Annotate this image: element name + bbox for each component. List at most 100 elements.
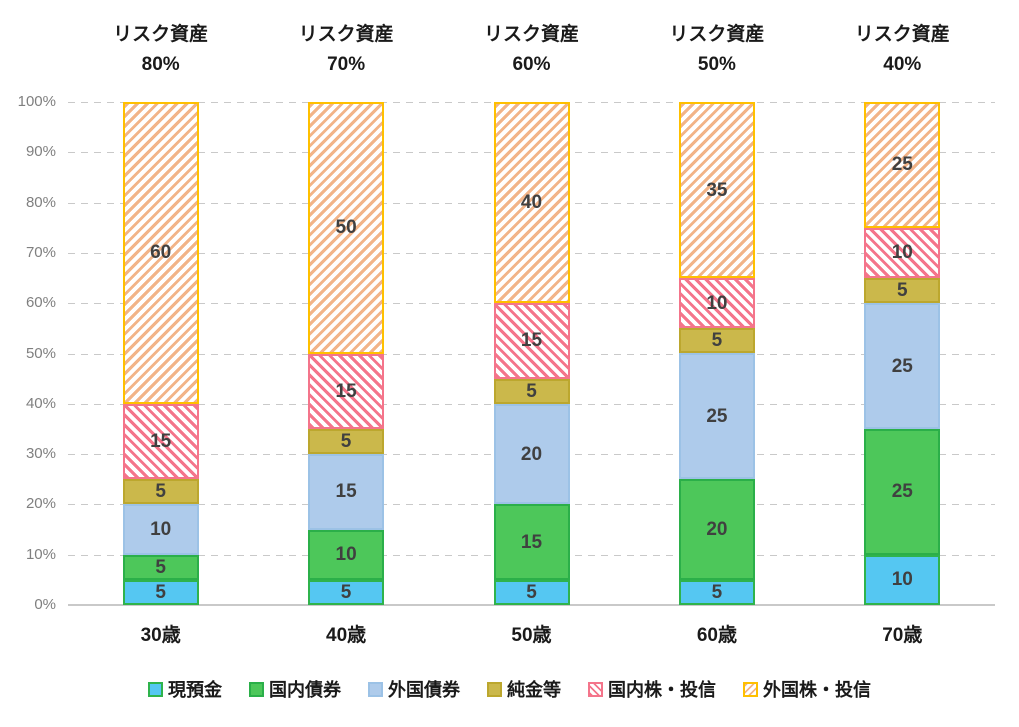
segment-外国株・投信: 35	[678, 102, 755, 279]
segment-value-label: 5	[155, 481, 166, 503]
legend-label: 現預金	[168, 680, 222, 700]
legend-swatch-icon	[588, 681, 603, 697]
segment-value-label: 35	[706, 179, 728, 201]
segment-value-label: 5	[526, 581, 537, 603]
legend-swatch-icon	[249, 681, 264, 697]
segment-国内債券: 25	[864, 428, 941, 555]
segment-現預金: 5	[493, 579, 570, 605]
x-tick-label-60歳: 60歳	[696, 625, 737, 646]
segment-value-label: 15	[335, 380, 357, 402]
legend-label: 純金等	[507, 680, 561, 700]
y-tick-label-100: 100%	[17, 93, 56, 110]
legend-label: 外国債券	[388, 680, 460, 700]
annotation-risk-asset-1: リスク資産 70%	[266, 20, 426, 80]
legend-label: 国内債券	[269, 680, 341, 700]
segment-value-label: 5	[711, 581, 723, 603]
segment-value-label: 5	[526, 380, 537, 402]
segment-純金等: 5	[864, 278, 941, 304]
annotation-risk-asset-3: リスク資産 50%	[637, 20, 797, 80]
segment-外国債券: 25	[678, 353, 755, 480]
legend-label: 外国株・投信	[763, 680, 871, 700]
segment-現預金: 10	[864, 554, 941, 605]
segment-外国債券: 20	[493, 403, 570, 505]
y-tick-label-30: 30%	[25, 445, 56, 463]
legend: 現預金 国内債券 外国債券 純金等 国内株・投信 外国株・投信	[0, 676, 1019, 702]
segment-value-label: 15	[520, 330, 543, 352]
annotation-line1: リスク資産	[298, 24, 394, 45]
segment-国内債券: 5	[122, 554, 199, 580]
segment-純金等: 5	[493, 378, 570, 404]
legend-swatch-icon	[148, 681, 163, 697]
y-tick-label-20: 20%	[25, 495, 56, 513]
segment-value-label: 15	[520, 531, 543, 553]
segment-外国株・投信: 60	[122, 102, 199, 404]
segment-value-label: 25	[891, 154, 913, 176]
segment-value-label: 40	[520, 192, 543, 214]
segment-value-label: 10	[150, 519, 172, 541]
legend-item-現預金: 現預金	[148, 676, 222, 702]
annotation-risk-asset-0: リスク資産 80%	[81, 20, 241, 80]
x-tick-label-30歳: 30歳	[140, 625, 181, 646]
segment-純金等: 5	[122, 479, 199, 505]
plot-area: 60 15 5 10 5 5 50 15 5 15 10 5 40 15 5 20 15 5 35 10 5 25 20 5 2…	[68, 102, 995, 606]
segment-外国株・投信: 40	[493, 102, 570, 304]
x-tick-label-40歳: 40歳	[326, 625, 367, 646]
segment-value-label: 20	[520, 443, 543, 465]
annotation-risk-asset-2: リスク資産 60%	[452, 20, 612, 80]
bar-40歳: 50 15 5 15 10 5	[308, 102, 385, 605]
segment-外国債券: 10	[122, 504, 199, 555]
segment-value-label: 10	[891, 242, 913, 264]
legend-item-純金等: 純金等	[487, 676, 561, 702]
y-tick-label-50: 50%	[25, 344, 56, 362]
annotation-line2: 70%	[327, 54, 366, 75]
y-tick-label-60: 60%	[25, 294, 56, 312]
bar-60歳: 35 10 5 25 20 5	[678, 102, 755, 605]
segment-value-label: 5	[155, 556, 166, 578]
segment-純金等: 5	[678, 328, 755, 354]
segment-国内債券: 10	[308, 529, 385, 580]
annotation-line2: 40%	[883, 54, 922, 75]
segment-国内株・投信: 10	[678, 278, 755, 329]
segment-国内株・投信: 15	[308, 353, 385, 429]
segment-value-label: 10	[335, 544, 357, 566]
segment-value-label: 15	[335, 481, 357, 503]
annotation-line1: リスク資産	[669, 24, 765, 45]
segment-value-label: 10	[706, 292, 728, 314]
segment-value-label: 5	[155, 581, 166, 603]
bar-30歳: 60 15 5 10 5 5	[122, 102, 199, 605]
y-tick-label-0: 0%	[34, 596, 56, 613]
bar-70歳: 25 10 5 25 25 10	[864, 102, 941, 605]
segment-value-label: 5	[340, 581, 352, 603]
segment-現預金: 5	[678, 579, 755, 605]
annotation-line1: リスク資産	[854, 24, 950, 45]
bar-50歳: 40 15 5 20 15 5	[493, 102, 570, 605]
legend-item-外国債券: 外国債券	[368, 676, 460, 702]
segment-value-label: 25	[891, 355, 913, 377]
annotation-line2: 80%	[141, 54, 180, 75]
segment-外国債券: 25	[864, 303, 941, 429]
segment-value-label: 5	[897, 280, 908, 302]
segment-value-label: 25	[706, 405, 728, 427]
segment-国内株・投信: 10	[864, 227, 941, 279]
segment-value-label: 50	[335, 217, 357, 239]
segment-外国株・投信: 50	[308, 102, 385, 354]
segment-国内債券: 15	[493, 504, 570, 580]
segment-国内株・投信: 15	[493, 303, 570, 379]
segment-外国債券: 15	[308, 454, 385, 530]
annotation-line1: リスク資産	[483, 24, 579, 45]
y-tick-label-40: 40%	[25, 394, 56, 412]
segment-国内債券: 20	[678, 479, 755, 580]
segment-純金等: 5	[308, 428, 385, 455]
segment-外国株・投信: 25	[864, 102, 941, 228]
annotation-line1: リスク資産	[113, 24, 209, 45]
annotation-line2: 50%	[697, 54, 736, 75]
y-tick-label-10: 10%	[25, 545, 56, 563]
segment-value-label: 5	[711, 330, 723, 352]
segment-value-label: 5	[340, 431, 352, 452]
x-tick-label-70歳: 70歳	[882, 625, 923, 646]
segment-value-label: 25	[891, 481, 913, 503]
legend-label: 国内株・投信	[608, 680, 716, 700]
segment-value-label: 60	[150, 242, 172, 264]
segment-value-label: 10	[891, 569, 913, 591]
